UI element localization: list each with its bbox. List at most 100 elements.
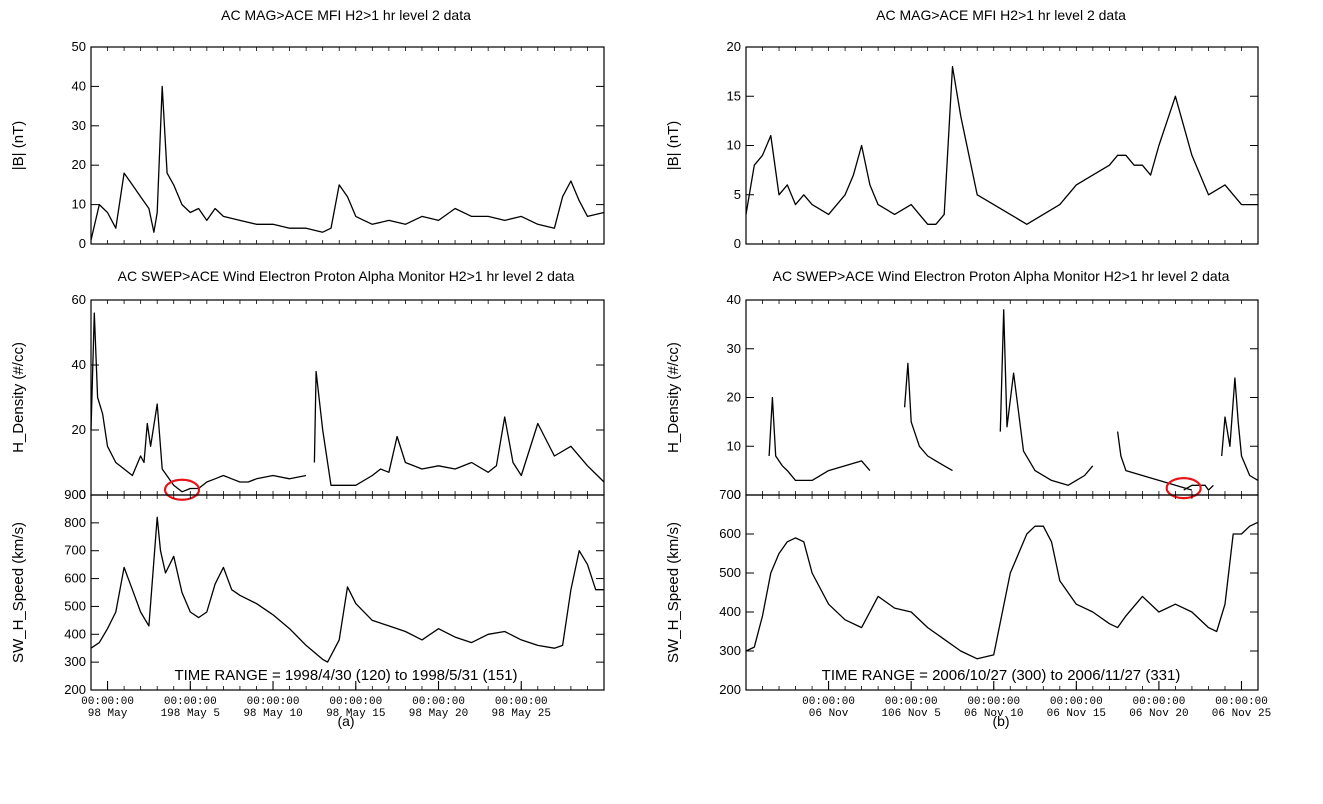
y-tick-label: 10	[72, 197, 86, 212]
plot-frame	[90, 46, 605, 245]
x-tick-label-time: 00:00:00	[802, 696, 855, 708]
y-tick-label: 400	[719, 604, 741, 619]
x-tick-label-date: 06 Nov 25	[1212, 708, 1271, 720]
y-tick-label: 500	[64, 598, 86, 613]
mag-title-a: AC MAG>ACE MFI H2>1 hr level 2 data	[221, 7, 471, 23]
x-tick-label-time: 00:00:00	[81, 696, 134, 708]
y-tick-label: 40	[72, 78, 86, 93]
chart-a-2: 200 300 400 500 600 700 800 900 SW_H_Speed (km/s…	[10, 487, 605, 720]
chart-b-4: 0 10 20 30 40 H_Density (#/cc)	[665, 292, 1259, 502]
chart-a-0: 0 10 20 30 40 50 |B| (nT)	[10, 39, 605, 251]
series-line-0	[768, 396, 871, 482]
x-tick-label-date: 98 May 15	[326, 708, 385, 720]
plot-frame	[745, 299, 1259, 496]
chart-b-5: 200 300 400 500 600 700 SW_H_Speed (km/s) 00:00…	[665, 487, 1271, 720]
swep-title-b: AC SWEP>ACE Wind Electron Proton Alpha M…	[773, 268, 1230, 284]
y-tick-label: 30	[727, 341, 741, 356]
series-line-0	[745, 66, 1258, 225]
y-axis-label: H_Density (#/cc)	[665, 342, 682, 453]
chart-b-3: 0 5 10 15 20 |B| (nT)	[665, 39, 1259, 251]
y-tick-label: 0	[734, 487, 741, 502]
caption-b: (b)	[992, 713, 1009, 729]
y-tick-label: 30	[72, 118, 86, 133]
x-tick-label-time: 00:00:00	[1132, 696, 1185, 708]
x-tick-label-time: 00:00:00	[164, 696, 217, 708]
y-tick-label: 10	[727, 438, 741, 453]
x-tick-label-date: 106 Nov 5	[881, 708, 940, 720]
y-tick-label: 600	[719, 526, 741, 541]
y-axis-label: SW_H_Speed (km/s)	[10, 522, 27, 663]
series-line-0	[90, 516, 604, 663]
series-line-5	[1221, 377, 1259, 481]
y-tick-label: 20	[72, 157, 86, 172]
y-tick-label: 700	[64, 543, 86, 558]
y-tick-label: 40	[72, 357, 86, 372]
x-tick-label-date: 06 Nov 20	[1129, 708, 1188, 720]
x-tick-label-date: 98 May 20	[409, 708, 468, 720]
series-line-2	[999, 309, 1094, 486]
plot-frame	[90, 299, 605, 496]
y-tick-label: 500	[719, 565, 741, 580]
x-tick-label-date: 198 May 5	[161, 708, 220, 720]
series-line-0	[745, 521, 1259, 660]
plot-frame	[745, 46, 1259, 245]
x-tick-label-time: 00:00:00	[967, 696, 1020, 708]
series-line-4	[1183, 484, 1214, 491]
highlight-ellipse	[163, 478, 201, 501]
time-range-a: TIME RANGE = 1998/4/30 (120) to 1998/5/3…	[174, 667, 517, 684]
y-tick-label: 5	[734, 187, 741, 202]
series-line-0	[90, 85, 605, 241]
time-range-b: TIME RANGE = 2006/10/27 (300) to 2006/11…	[822, 667, 1181, 684]
series-line-1	[903, 362, 953, 472]
y-tick-label: 0	[79, 236, 86, 251]
y-tick-label: 10	[727, 138, 741, 153]
x-tick-label-date: 98 May 10	[243, 708, 302, 720]
x-tick-label-date: 06 Nov 15	[1047, 708, 1106, 720]
y-tick-label: 40	[727, 292, 741, 307]
x-tick-label-date: 06 Nov 10	[964, 708, 1023, 720]
x-tick-label-time: 00:00:00	[495, 696, 548, 708]
y-axis-label: SW_H_Speed (km/s)	[665, 522, 682, 663]
y-tick-label: 600	[64, 571, 86, 586]
y-tick-label: 700	[719, 487, 741, 502]
highlight-ellipse	[1165, 477, 1202, 500]
series-line-3	[1116, 431, 1193, 491]
x-tick-label-date: 98 May 25	[492, 708, 551, 720]
x-tick-label-time: 00:00:00	[329, 696, 382, 708]
x-tick-label-time: 00:00:00	[412, 696, 465, 708]
x-tick-label-time: 00:00:00	[885, 696, 938, 708]
x-tick-label-time: 00:00:00	[1215, 696, 1268, 708]
x-tick-label-time: 00:00:00	[1050, 696, 1103, 708]
swep-title-a: AC SWEP>ACE Wind Electron Proton Alpha M…	[118, 268, 575, 284]
plot-frame	[745, 494, 1259, 691]
panel-a: AC MAG>ACE MFI H2>1 hr level 2 data AC S…	[118, 7, 575, 729]
y-tick-label: 50	[72, 39, 86, 54]
y-tick-label: 0	[79, 487, 86, 502]
y-tick-label: 900	[64, 487, 86, 502]
x-tick-label-time: 00:00:00	[247, 696, 300, 708]
plot-frame	[90, 494, 605, 691]
y-axis-label: |B| (nT)	[10, 121, 27, 170]
caption-a: (a)	[337, 713, 354, 729]
y-tick-label: 800	[64, 515, 86, 530]
y-tick-label: 200	[719, 682, 741, 697]
y-tick-label: 300	[719, 643, 741, 658]
y-tick-label: 60	[72, 292, 86, 307]
y-tick-label: 20	[72, 422, 86, 437]
chart-a-1: 0 20 40 60 H_Density (#/cc)	[10, 292, 605, 502]
panel-b: AC MAG>ACE MFI H2>1 hr level 2 data AC S…	[773, 7, 1230, 729]
y-tick-label: 300	[64, 654, 86, 669]
series-line-1	[313, 370, 605, 486]
mag-title-b: AC MAG>ACE MFI H2>1 hr level 2 data	[876, 7, 1126, 23]
x-tick-label-date: 98 May	[88, 708, 128, 720]
y-tick-label: 0	[734, 236, 741, 251]
y-tick-label: 20	[727, 390, 741, 405]
series-line-0	[90, 312, 307, 493]
y-tick-label: 400	[64, 626, 86, 641]
y-tick-label: 200	[64, 682, 86, 697]
y-tick-label: 15	[727, 88, 741, 103]
y-tick-label: 20	[727, 39, 741, 54]
x-tick-label-date: 06 Nov	[809, 708, 849, 720]
